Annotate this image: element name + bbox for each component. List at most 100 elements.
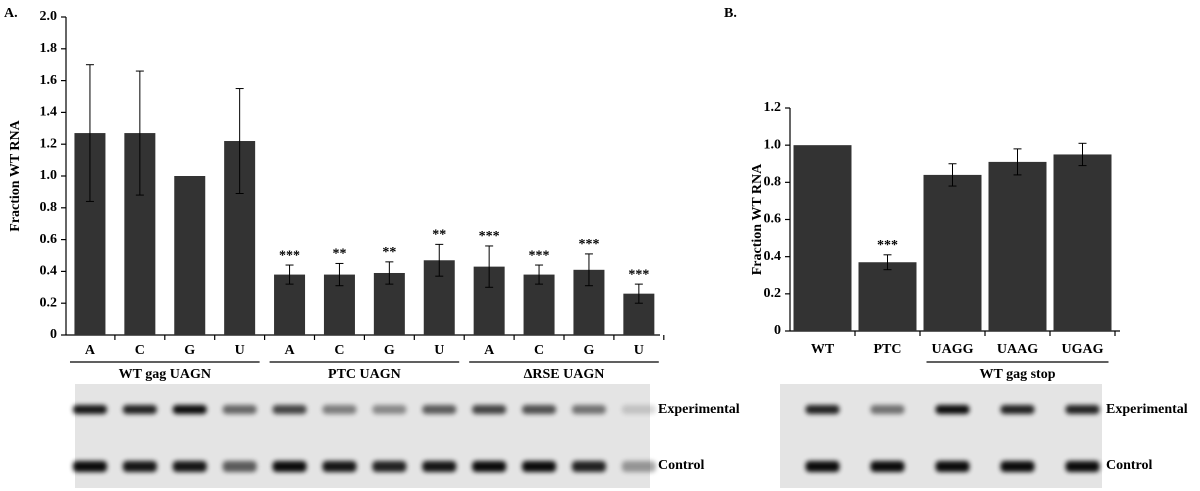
x-tick-label: PTC [874,342,902,357]
gel-band [72,461,107,472]
y-tick-label: 1.2 [764,100,782,115]
error-bar [883,254,892,271]
gel-band [621,405,656,414]
significance-label: ** [432,228,446,243]
gel-band [322,405,357,414]
gel-band [870,461,905,472]
x-tick-label: G [584,343,595,358]
y-tick-label: 2.0 [40,9,58,24]
gel-background [780,384,1102,488]
error-bar [535,264,544,285]
x-tick-label: C [135,343,145,358]
y-tick-label: 0 [774,323,781,338]
group-label: ΔRSE UAGN [524,367,605,382]
gel-band [322,461,357,472]
gel-band [372,461,407,472]
significance-label: *** [529,248,550,263]
gel-band [272,461,307,472]
error-bar [485,245,494,288]
y-tick-label: 1.4 [40,105,58,120]
gel-background [75,384,650,488]
y-tick-label: 0.4 [764,249,782,264]
y-tick-label: 0 [50,327,57,342]
gel-band [522,461,557,472]
significance-label: *** [578,237,599,252]
error-bar [634,283,643,304]
y-tick-label: 0.8 [764,175,782,190]
x-tick-label: UAGG [932,342,974,357]
x-tick-label: A [484,343,495,358]
gel-label: Experimental [1106,402,1188,417]
gel-band [1065,405,1100,414]
gel-band [422,405,457,414]
gel-label: Experimental [658,402,740,417]
error-bar [435,243,444,277]
gel-band [522,405,557,414]
panel-label: B. [724,6,737,21]
y-tick-label: 0.4 [40,264,58,279]
gel-band [172,461,207,472]
gel-band [1065,461,1100,472]
error-bar [235,88,244,194]
gel-band [222,405,257,414]
gel-band [935,461,970,472]
error-bar [948,163,957,187]
gel-band [422,461,457,472]
significance-label: *** [479,229,500,244]
bar [1053,154,1112,331]
y-axis-title: Fraction WT RNA [8,119,23,231]
gel-band [805,405,840,414]
significance-label: *** [877,238,898,253]
error-bar [1078,142,1087,167]
x-tick-label: U [434,343,444,358]
y-tick-label: 1.2 [40,136,58,151]
x-tick-label: C [534,343,544,358]
group-label: WT gag UAGN [119,367,211,382]
gel-band [935,405,970,414]
x-tick-label: G [384,343,395,358]
y-tick-label: 0.8 [40,200,58,215]
x-tick-label: A [85,343,96,358]
error-bar [85,64,94,202]
x-tick-label: WT [811,342,835,357]
gel-band [571,405,606,414]
bar [923,174,982,331]
error-bar [385,261,394,285]
gel-band [122,461,157,472]
gel-band [272,405,307,414]
gel-band [122,405,157,414]
gel-band [1000,461,1035,472]
gel-band [72,405,107,414]
gel-label: Control [1106,458,1153,473]
gel-band [805,461,840,472]
y-tick-label: 0.2 [764,286,782,301]
y-tick-label: 1.0 [764,137,782,152]
significance-label: ** [382,245,396,260]
x-tick-label: U [634,343,644,358]
panel-label: A. [4,6,18,21]
x-tick-label: C [334,343,344,358]
y-tick-label: 0.6 [40,232,58,247]
gel-label: Control [658,458,705,473]
gel-band [372,405,407,414]
y-tick-label: 0.2 [40,295,58,310]
gel-band [172,405,207,414]
significance-label: *** [628,267,649,282]
x-tick-label: A [284,343,295,358]
error-bar [335,262,344,287]
gel-band [870,405,905,414]
gel-band [472,461,507,472]
significance-label: ** [332,247,346,262]
y-tick-label: 1.6 [40,73,58,88]
error-bar [135,70,144,196]
error-bar [1013,148,1022,176]
x-tick-label: UGAG [1062,342,1104,357]
gel-band [621,461,656,472]
y-axis-title: Fraction WT RNA [750,163,765,275]
significance-label: *** [279,248,300,263]
y-tick-label: 0.6 [764,212,782,227]
x-tick-label: U [235,343,245,358]
error-bar [584,253,593,287]
error-bar [285,264,294,285]
bar [988,161,1047,331]
